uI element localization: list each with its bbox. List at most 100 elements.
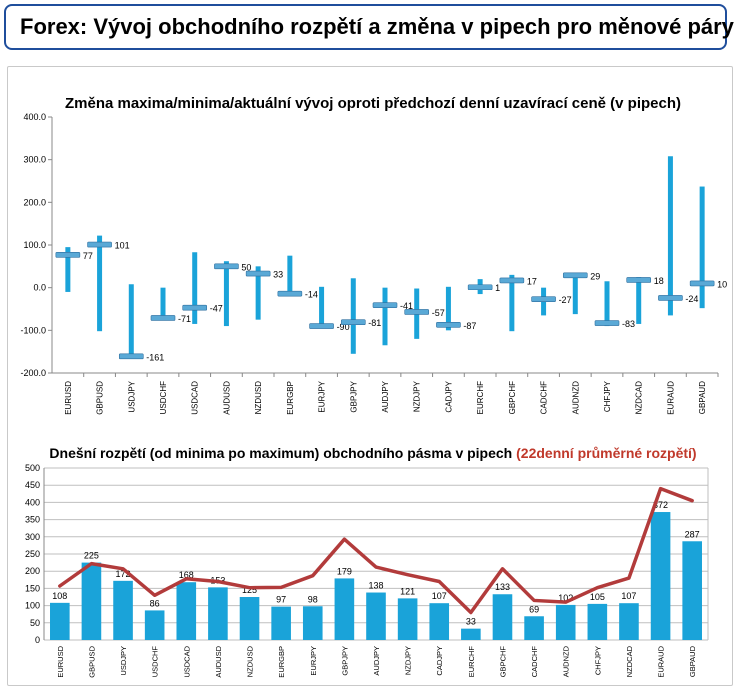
range-bar (302, 606, 323, 640)
x-tick-label: GBPJPY (349, 380, 358, 412)
x-tick-label: GBPCHF (498, 646, 507, 678)
y-tick-label: 200 (25, 566, 40, 576)
y-tick-label: 50 (30, 618, 40, 628)
range-bar (524, 616, 544, 640)
y-tick-label: 100.0 (23, 240, 46, 250)
range-bar (650, 512, 671, 640)
current-marker (245, 270, 271, 277)
x-tick-label: CADCHF (540, 381, 549, 414)
range-bar (334, 578, 355, 640)
y-tick-label: 350 (25, 515, 40, 525)
current-marker (87, 241, 112, 248)
y-tick-label: 0 (35, 635, 40, 645)
current-label: 17 (527, 276, 537, 286)
bar-value-label: 107 (621, 591, 636, 601)
y-tick-label: 150 (25, 583, 40, 593)
x-tick-label: EURAUD (657, 645, 666, 677)
bar-value-label: 372 (653, 500, 668, 510)
range-bar (555, 604, 576, 640)
bar-value-label: 102 (558, 593, 573, 603)
current-label: -14 (305, 290, 318, 300)
current-marker (340, 319, 366, 326)
x-tick-label: EURJPY (309, 646, 318, 676)
range-bar (50, 602, 70, 640)
range-bar (667, 156, 673, 316)
current-label: 29 (590, 271, 600, 281)
range-bar (429, 603, 450, 640)
x-tick-label: GBPCHF (508, 381, 517, 414)
range-bar (366, 592, 386, 640)
current-label: -24 (685, 294, 698, 304)
current-marker (467, 284, 493, 291)
range-bar (239, 597, 260, 640)
current-marker (626, 277, 652, 283)
current-label: -161 (146, 352, 164, 362)
bar-value-label: 69 (529, 604, 539, 614)
x-tick-label: GBPAUD (698, 381, 707, 414)
x-tick-label: EURAUD (666, 381, 675, 415)
x-tick-label: EURCHF (467, 646, 476, 678)
current-label: -47 (210, 304, 223, 314)
x-tick-label: AUDNZD (562, 645, 571, 677)
y-tick-label: 300.0 (23, 155, 46, 165)
y-tick-label: 400 (25, 497, 40, 507)
range-bar (128, 284, 134, 359)
current-label: 1 (495, 283, 500, 293)
current-marker (689, 280, 715, 287)
x-tick-label: NZDJPY (404, 646, 413, 675)
range-bar (350, 278, 356, 354)
x-tick-label: NZDJPY (413, 380, 422, 412)
current-label: -83 (622, 319, 635, 329)
current-marker (55, 252, 81, 258)
range-bar (445, 286, 451, 331)
current-marker (150, 315, 176, 321)
x-tick-label: USDCAD (191, 381, 200, 415)
x-tick-label: AUDJPY (381, 380, 390, 412)
bar-value-label: 225 (84, 551, 99, 561)
range-bar (144, 610, 165, 640)
x-tick-label: GBPAUD (688, 645, 697, 677)
current-label: 50 (241, 262, 251, 272)
x-tick-label: GBPUSD (87, 645, 96, 677)
current-marker (214, 263, 239, 270)
current-label: 77 (83, 251, 93, 261)
current-marker (277, 290, 303, 297)
current-label: -81 (368, 318, 381, 328)
current-label: -87 (463, 321, 476, 331)
x-tick-label: USDJPY (119, 646, 128, 676)
x-tick-label: EURUSD (64, 381, 73, 415)
y-tick-label: 400.0 (23, 112, 46, 122)
x-tick-label: EURCHF (476, 381, 485, 414)
x-tick-label: CADCHF (530, 646, 539, 678)
range-bar (113, 580, 133, 640)
range-bar (509, 274, 515, 332)
range-bar (636, 277, 642, 324)
range-bar (287, 255, 293, 295)
x-tick-label: GBPUSD (96, 381, 105, 415)
range-bar (572, 272, 578, 315)
page-header: Forex: Vývoj obchodního rozpětí a změna … (4, 4, 734, 50)
y-tick-label: 500 (25, 463, 40, 473)
current-marker (658, 295, 683, 301)
bar-value-label: 108 (52, 591, 67, 601)
bar-value-label: 86 (150, 598, 160, 608)
x-tick-label: USDCAD (182, 645, 191, 677)
x-tick-label: CADJPY (444, 380, 453, 412)
current-marker (309, 323, 334, 329)
x-tick-label: EURGBP (277, 646, 286, 678)
current-marker (436, 321, 461, 328)
range-bar (255, 266, 261, 320)
range-bar (192, 252, 198, 324)
range-bar (65, 247, 71, 292)
chart-title: Dnešní rozpětí (od minima po maximum) ob… (49, 445, 696, 461)
bar-value-label: 33 (466, 617, 476, 627)
current-label: -41 (400, 301, 413, 311)
current-marker (594, 320, 620, 326)
range-bar (587, 603, 608, 640)
current-label: 18 (654, 276, 664, 286)
x-tick-label: AUDUSD (222, 381, 231, 415)
range-bar (461, 628, 481, 640)
y-tick-label: 100 (25, 601, 40, 611)
x-tick-label: CHFJPY (603, 380, 612, 412)
range-bar (160, 287, 166, 320)
